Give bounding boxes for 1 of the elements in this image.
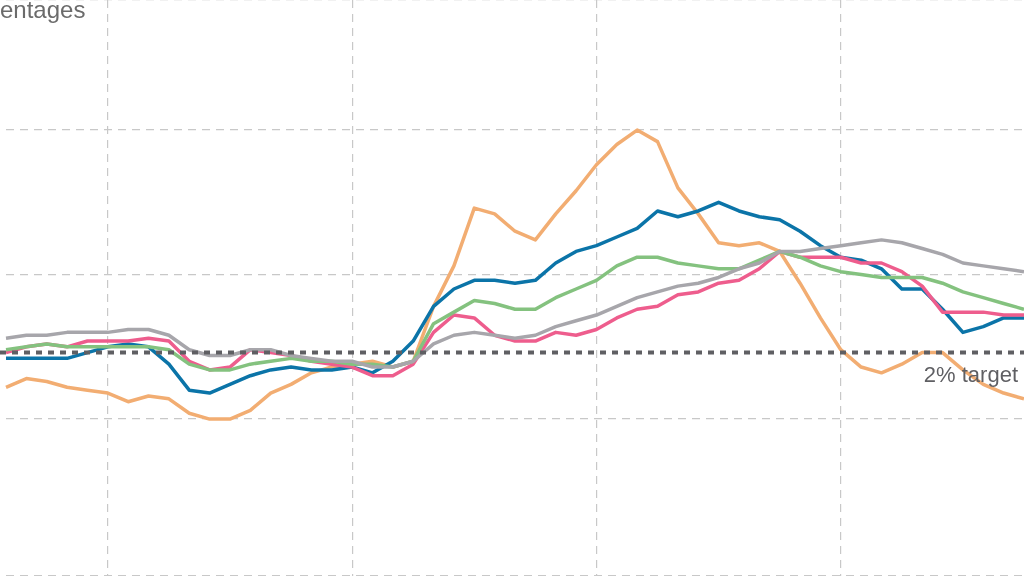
chart-title: entages (0, 0, 86, 24)
